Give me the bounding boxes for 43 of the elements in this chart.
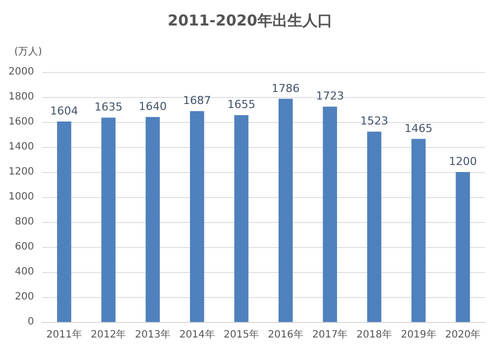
bar xyxy=(322,106,338,322)
y-tick-label: 800 xyxy=(14,216,34,228)
bar xyxy=(456,172,470,322)
data-label: 1200 xyxy=(448,155,477,168)
x-tick-label: 2019年 xyxy=(400,328,436,340)
x-tick-label: 2014年 xyxy=(179,328,215,340)
bar xyxy=(57,122,72,322)
y-tick-label: 200 xyxy=(14,292,34,302)
x-tick-label: 2018年 xyxy=(356,328,392,340)
y-tick-label: 1800 xyxy=(8,92,34,102)
data-label: 1687 xyxy=(183,94,212,108)
x-tick-label: 2016年 xyxy=(268,328,304,340)
bar xyxy=(278,98,293,322)
x-tick-label: 2017年 xyxy=(312,328,348,340)
bar xyxy=(411,138,426,322)
x-tick-label: 2011年 xyxy=(46,328,82,340)
y-tick-label: 600 xyxy=(14,242,34,252)
x-tick-label: 2020年 xyxy=(445,328,481,340)
data-label: 1723 xyxy=(316,90,344,103)
x-tick-label: 2015年 xyxy=(224,328,260,340)
y-tick-label: 400 xyxy=(14,266,34,278)
chart-title: 2011-2020年出生人口 xyxy=(168,12,332,30)
x-tick-label: 2013年 xyxy=(135,328,170,340)
y-tick-label: 1600 xyxy=(8,116,34,128)
y-tick-label: 2000 xyxy=(8,66,34,78)
bar xyxy=(367,132,382,322)
y-tick-label: 0 xyxy=(28,316,34,328)
y-tick-label: 1000 xyxy=(8,192,34,202)
data-label: 1640 xyxy=(138,100,167,113)
bar xyxy=(190,111,204,322)
data-label: 1655 xyxy=(227,98,256,112)
bar xyxy=(101,118,116,322)
x-tick-label: 2012年 xyxy=(90,328,126,340)
bar xyxy=(234,115,248,322)
data-label: 1635 xyxy=(94,100,122,114)
y-tick-label: 1200 xyxy=(8,166,34,178)
data-label: 1523 xyxy=(360,114,388,128)
data-label: 1465 xyxy=(404,122,433,135)
data-label: 1786 xyxy=(272,82,300,95)
data-label: 1604 xyxy=(50,104,78,118)
y-tick-label: 1400 xyxy=(8,142,34,152)
y-axis-title: (万人) xyxy=(14,46,42,58)
bar xyxy=(146,117,160,322)
